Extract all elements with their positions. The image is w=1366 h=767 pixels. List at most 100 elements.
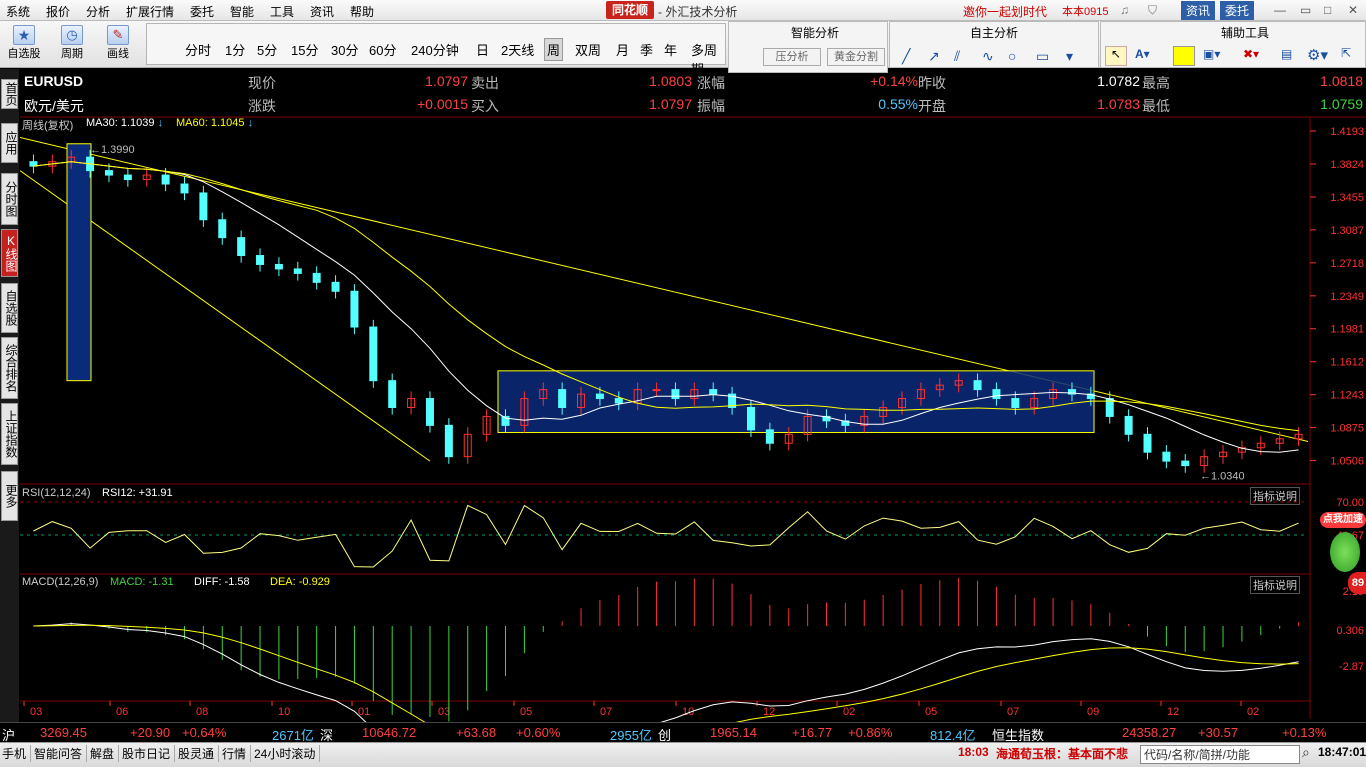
left-sidebar: 首页 应用 分时图 K线图 自选股 综合排名 上证指数 更多 (0, 69, 19, 743)
candle-body (444, 424, 453, 458)
period-5min[interactable]: 5分 (257, 43, 278, 58)
promo-link[interactable]: 邀你一起划时代 (963, 5, 1048, 19)
period-240min[interactable]: 240分钟 (411, 43, 459, 58)
parallel-tool-icon[interactable]: ⫽ (954, 48, 961, 64)
task-24h-news[interactable]: 24小时滚动 (254, 745, 321, 762)
rsi12-value: RSI12: +31.91 (102, 487, 173, 499)
sz-label: 深 (320, 728, 334, 743)
ma60-line (33, 161, 1299, 432)
rect-tool-icon[interactable]: ▭ (1036, 48, 1050, 64)
text-tool-icon[interactable]: A▾ (1135, 47, 1150, 61)
expand-icon[interactable]: ⇱ (1341, 46, 1352, 60)
menu-smart[interactable]: 智能 (230, 5, 255, 19)
support-pressure-button[interactable]: 压分析 (763, 48, 821, 66)
search-icon[interactable]: ⌕ (1302, 744, 1310, 760)
period-timeshare[interactable]: 分时 (185, 43, 212, 58)
cursor-tool-icon[interactable]: ↖ (1105, 46, 1127, 66)
delete-tool-icon[interactable]: ✖▾ (1243, 47, 1260, 61)
minimize-icon[interactable]: — (1274, 3, 1286, 17)
score-badge[interactable]: 89 (1348, 572, 1366, 594)
trade-button[interactable]: 委托 (1220, 1, 1255, 20)
draw-line-button[interactable]: ✎ 画线 (98, 21, 138, 61)
sidebar-tab-ranking[interactable]: 综合排名 (1, 337, 18, 399)
search-input[interactable]: 代码/名称/简拼/功能 (1140, 745, 1300, 764)
quote-value-last: 1.0797 (425, 73, 468, 89)
more-tools-icon[interactable]: ▾ (1066, 48, 1074, 64)
lock-tool-icon[interactable]: ▤ (1281, 47, 1293, 61)
menu-analysis[interactable]: 分析 (86, 5, 111, 19)
period-button[interactable]: ◷ 周期 (50, 21, 94, 61)
sidebar-tab-home[interactable]: 首页 (1, 79, 18, 109)
period-quarter[interactable]: 季 (640, 43, 654, 58)
sz-value: 10646.72 (362, 725, 417, 740)
ray-tool-icon[interactable]: ↗ (928, 48, 940, 64)
quote-value-open: 1.0783 (1097, 96, 1140, 112)
period-month[interactable]: 月 (616, 43, 630, 58)
news-button[interactable]: 资讯 (1181, 1, 1216, 20)
kline-chart[interactable]: 1.4193 1.3824 1.3455 1.3087 1.2718 1.2349 1.19… (20, 69, 1366, 722)
sidebar-tab-watchlist[interactable]: 自选股 (1, 283, 18, 333)
hs-pct: +0.13% (1282, 725, 1327, 740)
version-label: 本本0915 (1062, 6, 1109, 18)
news-ticker[interactable]: 海通荀玉根：基本面不悲 (996, 747, 1129, 761)
speed-up-badge[interactable]: 点我加速 (1320, 512, 1366, 528)
x-axis-tick-label: 12 (1167, 706, 1179, 718)
save-tool-icon[interactable]: ▣▾ (1203, 47, 1221, 61)
period-2day[interactable]: 2天线 (501, 43, 535, 58)
period-multi[interactable]: 多周期 (691, 43, 718, 77)
y-axis-tick-label: 1.1981 (1330, 324, 1364, 336)
task-stock-genie[interactable]: 股灵通 (178, 745, 220, 762)
sidebar-tab-apps[interactable]: 应用 (1, 123, 18, 163)
candle-body (350, 290, 359, 328)
restore-icon[interactable]: ▭ (1300, 3, 1312, 17)
period-30min[interactable]: 30分 (331, 43, 359, 58)
color-swatch[interactable] (1173, 46, 1195, 66)
mascot-icon[interactable] (1330, 532, 1360, 572)
sidebar-tab-timeshare[interactable]: 分时图 (1, 173, 18, 225)
task-smart-qa[interactable]: 智能问答 (34, 745, 88, 762)
shirt-icon[interactable]: ⛉ (1148, 3, 1158, 17)
menu-system[interactable]: 系统 (6, 5, 31, 19)
candle-body (860, 415, 869, 426)
wave-tool-icon[interactable]: ∿ (982, 48, 994, 64)
sidebar-tab-sh-index[interactable]: 上证指数 (1, 403, 18, 465)
circle-tool-icon[interactable]: ○ (1008, 48, 1017, 64)
period-week[interactable]: 周 (544, 38, 564, 61)
menu-help[interactable]: 帮助 (350, 5, 375, 19)
period-1min[interactable]: 1分 (225, 43, 246, 58)
tools-settings-icon[interactable]: ⚙▾ (1307, 47, 1328, 64)
task-quotes[interactable]: 行情 (222, 745, 252, 762)
menu-tools[interactable]: 工具 (270, 5, 295, 19)
menu-trade[interactable]: 委托 (190, 5, 215, 19)
period-15min[interactable]: 15分 (291, 43, 319, 58)
bell-icon[interactable]: ♫ (1120, 3, 1129, 17)
period-year[interactable]: 年 (664, 43, 678, 58)
candle-body (1275, 438, 1284, 444)
quote-label-open: 开盘 (918, 98, 946, 114)
task-diary[interactable]: 股市日记 (122, 745, 176, 762)
macd-explain-button[interactable]: 指标说明 (1250, 576, 1300, 594)
close-icon[interactable]: ✕ (1348, 3, 1359, 17)
menu-quote[interactable]: 报价 (46, 5, 71, 19)
x-axis-tick-label: 03 (438, 706, 450, 718)
candle-body (577, 393, 586, 408)
period-biweek[interactable]: 双周 (575, 43, 602, 58)
task-mobile[interactable]: 手机 (2, 745, 32, 762)
rsi-explain-button[interactable]: 指标说明 (1250, 487, 1300, 505)
line-tool-icon[interactable]: ╱ (902, 48, 911, 64)
period-day[interactable]: 日 (476, 43, 490, 58)
maximize-icon[interactable]: □ (1324, 3, 1332, 17)
watchlist-button[interactable]: ★ 自选股 (4, 21, 44, 61)
sidebar-tab-more[interactable]: 更多 (1, 471, 18, 521)
candle-body (1030, 398, 1039, 408)
quote-value-high: 1.0818 (1320, 73, 1363, 89)
candle-body (746, 406, 755, 431)
golden-ratio-button[interactable]: 黄金分割 (827, 48, 885, 66)
task-commentary[interactable]: 解盘 (90, 745, 120, 762)
sidebar-tab-kline[interactable]: K线图 (1, 229, 18, 277)
watchlist-label: 自选股 (7, 48, 41, 60)
menu-news[interactable]: 资讯 (310, 5, 335, 19)
period-60min[interactable]: 60分 (369, 43, 397, 58)
menu-ext-quote[interactable]: 扩展行情 (126, 5, 175, 19)
y-axis-tick-label: 1.0506 (1330, 456, 1364, 468)
